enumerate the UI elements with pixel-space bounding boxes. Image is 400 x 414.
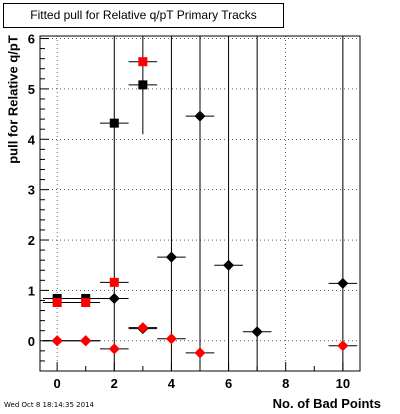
x-tick-label: 2 <box>111 376 118 391</box>
y-tick-label: 5 <box>28 82 35 97</box>
tick-labels: 0 2 4 6 8 10 0 1 2 3 4 5 6 <box>28 32 350 391</box>
x-tick-label: 4 <box>168 376 176 391</box>
chart-title: Fitted pull for Relative q/pT Primary Tr… <box>3 3 284 28</box>
x-tick-label: 0 <box>54 376 61 391</box>
y-tick-label: 4 <box>28 132 36 147</box>
datestamp: Wed Oct 8 18:14:35 2014 <box>4 401 94 409</box>
y-tick-label: 6 <box>28 32 35 47</box>
diamond-marker <box>251 326 263 338</box>
diamond-marker <box>223 259 235 271</box>
square-marker <box>109 277 119 287</box>
x-axis-label: No. of Bad Points <box>272 396 381 411</box>
diamond-marker <box>194 347 206 359</box>
x-tick-label: 6 <box>225 376 232 391</box>
data-markers <box>51 57 349 359</box>
diamond-marker <box>108 343 120 355</box>
diamond-marker <box>165 333 177 345</box>
square-marker <box>52 297 62 307</box>
square-marker <box>138 57 148 67</box>
y-tick-label: 1 <box>28 283 35 298</box>
square-marker <box>138 80 148 90</box>
diamond-marker <box>51 335 63 347</box>
diamond-marker <box>80 335 92 347</box>
diamond-marker <box>108 292 120 304</box>
x-tick-label: 8 <box>282 376 289 391</box>
diamond-marker <box>165 251 177 263</box>
square-marker <box>81 297 91 307</box>
axis-ticks <box>40 38 344 372</box>
diamond-marker <box>137 322 149 334</box>
y-axis-label: pull for Relative q/pT <box>5 35 21 164</box>
y-tick-label: 2 <box>28 233 35 248</box>
diamond-marker <box>194 110 206 122</box>
y-tick-label: 3 <box>28 183 35 198</box>
square-marker <box>109 118 119 128</box>
diamond-marker <box>337 340 349 352</box>
diamond-marker <box>337 277 349 289</box>
error-bars <box>42 36 358 371</box>
y-tick-label: 0 <box>28 334 35 349</box>
x-tick-label: 10 <box>336 376 350 391</box>
